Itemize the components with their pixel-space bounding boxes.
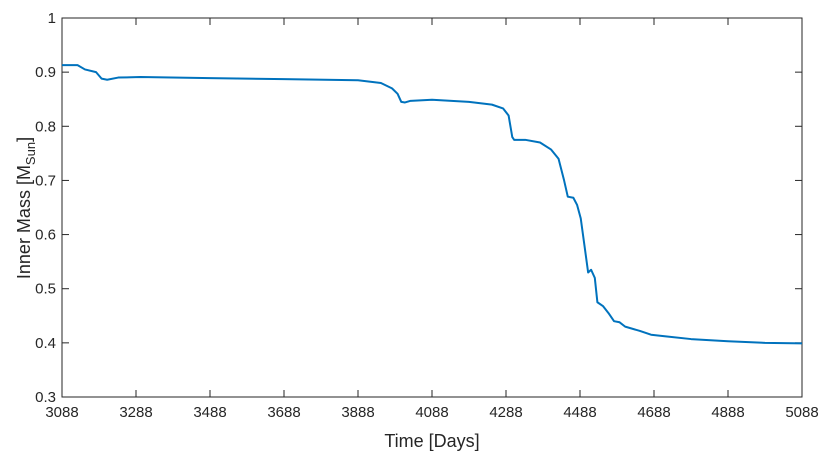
y-label-main: Inner Mass [M	[14, 165, 34, 279]
x-tick-label: 4088	[415, 404, 448, 421]
x-tick-label: 3288	[119, 404, 152, 421]
x-tick-label: 4888	[711, 404, 744, 421]
y-tick-label: 0.5	[35, 281, 56, 298]
y-axis-label: Inner Mass [MSun]	[14, 137, 38, 279]
data-line	[62, 64, 803, 345]
y-tick-label: 0.6	[35, 227, 56, 244]
x-tick-label: 4288	[489, 404, 522, 421]
x-tick-label: 3088	[45, 404, 78, 421]
y-tick-label: 0.8	[35, 118, 56, 135]
y-label-subscript: Sun	[23, 142, 38, 165]
x-tick-label: 3488	[193, 404, 226, 421]
x-axis-label: Time [Days]	[384, 431, 479, 451]
y-tick-label: 1	[48, 10, 56, 27]
x-tick-label: 4488	[563, 404, 596, 421]
y-tick-label: 0.9	[35, 64, 56, 81]
y-tick-label: 0.7	[35, 172, 56, 189]
x-tick-label: 5088	[785, 404, 818, 421]
y-tick-label: 0.3	[35, 389, 56, 406]
y-tick-label: 0.4	[35, 335, 56, 352]
y-label-close: ]	[14, 137, 34, 142]
x-tick-label: 4688	[637, 404, 670, 421]
x-tick-label: 3888	[341, 404, 374, 421]
x-tick-label: 3688	[267, 404, 300, 421]
